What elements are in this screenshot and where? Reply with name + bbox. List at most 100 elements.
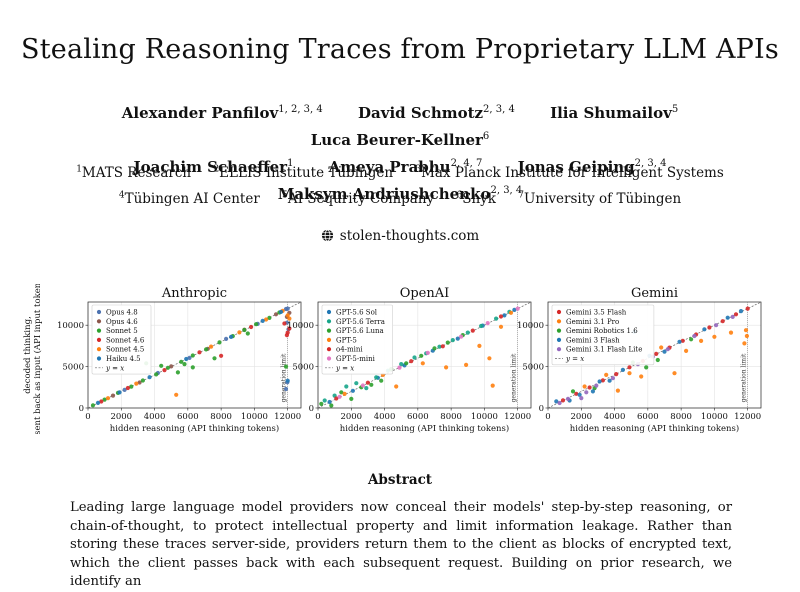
data-point [465,330,470,335]
author: Luca Beurer-Kellner6 [310,131,490,149]
data-point [689,337,694,342]
abstract-heading: Abstract [367,472,433,488]
data-point [639,374,644,379]
data-point [190,353,195,358]
y-tick-label: 0 [79,404,84,414]
data-point [494,316,499,321]
legend-label: GPT-5 [336,336,357,344]
data-point [725,315,730,320]
legend-label: Opus 4.6 [106,318,138,326]
data-point [285,306,290,311]
data-point [409,359,414,364]
data-point [654,351,659,356]
data-point [99,399,104,404]
legend-marker [326,319,332,324]
data-point [702,327,707,332]
data-point [574,391,579,396]
author: Jonas Geiping2, 3, 4 [517,158,667,176]
legend-label: Sonnet 4.6 [106,336,145,344]
legend-label: Sonnet 5 [106,327,138,335]
author: Alexander Panfilov1, 2, 3, 4 [121,104,323,122]
data-point [254,322,259,327]
data-point [224,336,229,341]
legend-label: GPT-5.6 Sol [336,309,378,317]
data-point [485,321,490,326]
data-point [699,338,704,343]
data-point [745,306,750,311]
legend-label: Gemini 3.1 Flash Lite [566,346,642,354]
data-point [477,343,482,348]
data-point [728,330,734,335]
data-point [90,403,96,408]
data-point [565,396,571,401]
x-tick-label: 8000 [440,412,462,422]
data-point [334,396,339,401]
data-point [147,375,152,380]
data-point [672,371,677,376]
data-point [692,333,697,339]
x-tick-label: 10000 [701,412,728,422]
data-point [584,390,589,395]
author: Joachim Schaeffer1 [133,158,294,176]
data-point [680,338,685,343]
data-point [487,356,492,361]
data-point [394,384,399,389]
y-axis-label-line: sent back as input (API input tokens) [32,284,43,434]
affiliation-row: 1MATS Research 2ELLIS Institute Tübingen… [0,158,800,185]
affiliation-row: 4Tübingen AI Center 5AI Sequrity Company… [0,185,800,212]
data-point [237,330,242,335]
data-point [374,375,379,380]
data-point [644,365,649,370]
data-point [560,398,566,403]
data-point [594,383,599,388]
data-point [577,392,582,397]
data-point [162,368,167,373]
legend-label: GPT-5-mini [336,355,376,363]
data-point [174,392,179,397]
data-point [470,328,475,333]
x-tick-label: 8000 [670,412,692,422]
author-list: Alexander Panfilov1, 2, 3, 4 David Schmo… [0,98,800,206]
data-point [450,338,455,343]
data-point [122,387,127,392]
data-point [175,370,180,375]
legend-marker [556,328,562,333]
data-point [582,384,587,389]
data-point [209,344,214,349]
data-point [714,323,719,328]
data-point [455,336,460,341]
data-point [159,363,164,368]
data-point [354,381,359,386]
data-point [287,316,292,321]
panel-title: Anthropic [161,286,227,301]
data-point [437,344,442,349]
y-tick-label: 5000 [522,363,544,373]
data-point [615,388,621,393]
y-tick-label: 5000 [62,363,84,373]
data-point [404,361,409,366]
x-tick-label: 4000 [374,412,396,422]
data-point [134,381,139,386]
data-point [190,365,195,370]
data-point [154,372,159,377]
legend-label: GPT-5.6 Luna [336,327,384,335]
legend-label: Gemini 3 Flash [566,336,620,344]
affiliation: 7University of Tübingen [518,190,682,208]
data-point [440,344,445,349]
data-point [278,309,284,314]
data-point [197,350,202,355]
data-point [743,328,749,333]
author: Ilia Shumailov5 [550,104,679,122]
data-point [283,364,289,369]
website-link[interactable]: stolen-thoughts.com [339,228,480,244]
data-point [445,340,450,345]
data-point [284,333,289,338]
data-point [287,326,292,331]
x-tick-label: 10000 [471,412,498,422]
data-point [614,372,619,377]
x-tick-label: 6000 [407,412,429,422]
panel-title: Gemini [631,286,678,301]
x-tick-label: 12000 [734,412,761,422]
data-point [464,362,469,367]
x-axis-label: hidden reasoning (API thinking tokens) [340,423,509,434]
